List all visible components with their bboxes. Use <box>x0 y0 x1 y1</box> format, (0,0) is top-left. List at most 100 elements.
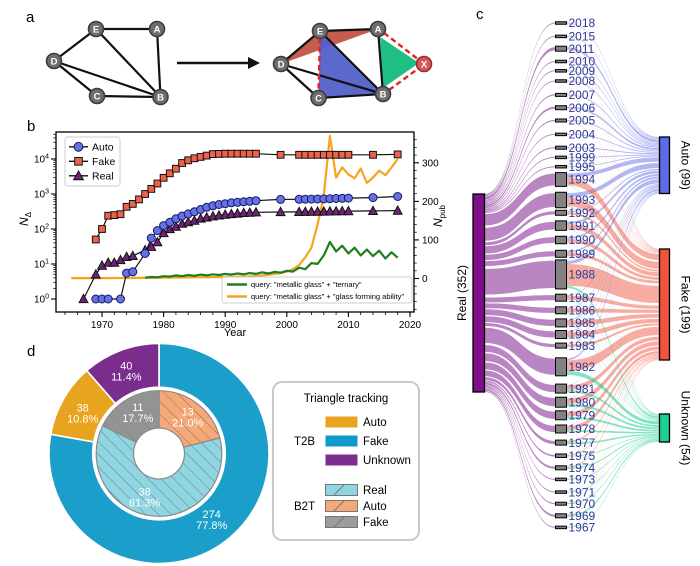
svg-text:Year: Year <box>224 327 247 339</box>
svg-text:B: B <box>380 90 387 101</box>
svg-text:1967: 1967 <box>569 521 596 535</box>
svg-text:2005: 2005 <box>569 114 596 128</box>
svg-text:1982: 1982 <box>569 360 596 374</box>
svg-text:B: B <box>157 93 164 104</box>
svg-text:11: 11 <box>132 402 143 414</box>
svg-text:1971: 1971 <box>569 485 596 499</box>
svg-text:2010: 2010 <box>569 55 596 69</box>
svg-text:2006: 2006 <box>569 101 596 115</box>
svg-text:2003: 2003 <box>569 141 596 155</box>
svg-text:21.0%: 21.0% <box>172 418 203 430</box>
svg-text:Fake: Fake <box>92 156 116 168</box>
svg-text:1992: 1992 <box>569 206 596 220</box>
svg-text:Real: Real <box>92 170 114 182</box>
svg-text:13: 13 <box>182 407 194 419</box>
svg-text:1980: 1980 <box>569 395 596 409</box>
svg-text:C: C <box>94 92 101 103</box>
svg-text:17.7%: 17.7% <box>122 413 153 425</box>
svg-text:2018: 2018 <box>569 16 596 30</box>
svg-text:1990: 1990 <box>214 320 237 331</box>
svg-text:2010: 2010 <box>337 320 360 331</box>
svg-text:274: 274 <box>203 509 221 521</box>
svg-text:Fake (199): Fake (199) <box>679 275 693 333</box>
svg-text:1990: 1990 <box>569 233 596 247</box>
svg-text:A: A <box>375 25 382 36</box>
svg-text:Unknown (54): Unknown (54) <box>679 391 693 466</box>
svg-text:T2B: T2B <box>294 436 315 448</box>
svg-text:1985: 1985 <box>569 316 596 330</box>
svg-text:2020: 2020 <box>399 320 422 331</box>
svg-text:10.8%: 10.8% <box>67 414 98 426</box>
svg-text:Fake: Fake <box>363 517 389 529</box>
svg-text:query: "metallic glass" + "ter: query: "metallic glass" + "ternary" <box>251 280 362 289</box>
svg-text:b: b <box>27 118 35 135</box>
svg-text:1988: 1988 <box>569 268 596 282</box>
svg-text:1970: 1970 <box>569 497 596 511</box>
svg-text:2007: 2007 <box>569 88 596 102</box>
svg-text:1999: 1999 <box>569 151 596 165</box>
svg-text:1973: 1973 <box>569 473 596 487</box>
svg-text:X: X <box>421 60 428 71</box>
svg-text:1986: 1986 <box>569 304 596 318</box>
svg-text:77.8%: 77.8% <box>196 520 227 532</box>
svg-text:2015: 2015 <box>569 30 596 44</box>
svg-text:C: C <box>315 94 322 105</box>
svg-text:0: 0 <box>422 274 428 285</box>
svg-text:101: 101 <box>34 259 49 271</box>
svg-text:104: 104 <box>34 154 49 166</box>
svg-text:2008: 2008 <box>569 74 596 88</box>
svg-text:1979: 1979 <box>569 409 596 423</box>
svg-text:Auto: Auto <box>92 141 114 153</box>
svg-text:1970: 1970 <box>91 320 114 331</box>
svg-text:1987: 1987 <box>569 291 596 305</box>
svg-text:a: a <box>26 9 35 26</box>
svg-text:103: 103 <box>34 189 49 201</box>
svg-text:d: d <box>27 343 35 360</box>
svg-text:102: 102 <box>34 224 49 236</box>
svg-text:E: E <box>317 27 323 38</box>
svg-text:1983: 1983 <box>569 339 596 353</box>
svg-text:1981: 1981 <box>569 382 596 396</box>
svg-text:38: 38 <box>77 403 89 415</box>
svg-text:query: "metallic glass" + "gla: query: "metallic glass" + "glass forming… <box>251 292 404 301</box>
svg-text:D: D <box>51 57 58 68</box>
svg-text:1989: 1989 <box>569 247 596 261</box>
svg-text:E: E <box>93 25 99 36</box>
svg-text:c: c <box>476 6 484 23</box>
svg-text:1969: 1969 <box>569 509 596 523</box>
svg-text:40: 40 <box>120 361 132 373</box>
svg-text:61.3%: 61.3% <box>129 498 160 510</box>
svg-text:2009: 2009 <box>569 64 596 78</box>
svg-text:38: 38 <box>138 487 150 499</box>
svg-text:NΔ: NΔ <box>17 211 33 226</box>
svg-text:Unknown: Unknown <box>363 455 411 467</box>
svg-text:100: 100 <box>34 294 49 306</box>
svg-text:2004: 2004 <box>569 128 596 142</box>
svg-text:Fake: Fake <box>363 436 389 448</box>
svg-text:Triangle tracking: Triangle tracking <box>304 393 389 405</box>
svg-text:200: 200 <box>422 197 439 208</box>
svg-text:1993: 1993 <box>569 193 596 207</box>
svg-text:1980: 1980 <box>152 320 175 331</box>
svg-text:Auto: Auto <box>363 501 387 513</box>
svg-text:Auto: Auto <box>363 417 387 429</box>
svg-text:Auto (99): Auto (99) <box>679 141 693 190</box>
svg-text:1978: 1978 <box>569 422 596 436</box>
svg-text:300: 300 <box>422 158 439 169</box>
svg-text:A: A <box>154 25 161 36</box>
svg-text:B2T: B2T <box>294 501 315 513</box>
svg-text:D: D <box>278 60 285 71</box>
svg-text:2011: 2011 <box>569 42 595 56</box>
svg-text:1995: 1995 <box>569 160 596 174</box>
svg-text:1977: 1977 <box>569 436 596 450</box>
svg-text:1974: 1974 <box>569 461 596 475</box>
svg-text:11.4%: 11.4% <box>111 372 142 384</box>
svg-text:1991: 1991 <box>569 219 596 233</box>
svg-text:Real (352): Real (352) <box>455 265 469 321</box>
svg-text:100: 100 <box>422 235 439 246</box>
svg-text:1994: 1994 <box>569 173 596 187</box>
svg-text:Real: Real <box>363 485 387 497</box>
svg-text:1975: 1975 <box>569 449 596 463</box>
svg-text:2000: 2000 <box>276 320 299 331</box>
svg-text:1984: 1984 <box>569 328 596 342</box>
